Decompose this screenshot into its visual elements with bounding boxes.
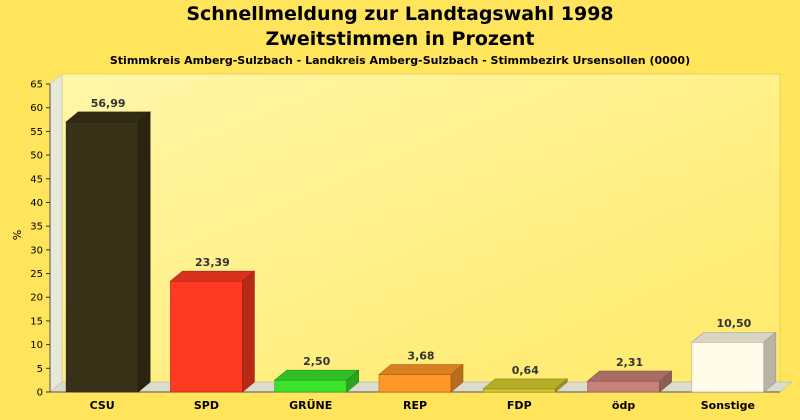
- chart-title: Schnellmeldung zur Landtagswahl 1998: [186, 3, 614, 25]
- bar-top: [586, 370, 673, 382]
- y-tick-label: 40: [30, 198, 43, 209]
- y-tick-label: 45: [30, 174, 43, 185]
- plot-back-wall: [61, 73, 781, 383]
- y-axis-label: %: [11, 230, 24, 240]
- bar-top: [482, 378, 569, 390]
- x-tick-label: GRÜNE: [289, 398, 332, 412]
- x-tick-label: Sonstige: [701, 399, 755, 412]
- bar-fdp: [482, 378, 569, 393]
- bar-front: [65, 121, 139, 393]
- y-tick-label: 10: [30, 340, 43, 351]
- y-tick-label: 30: [30, 245, 43, 256]
- chart-caption: Stimmkreis Amberg-Sulzbach - Landkreis A…: [109, 54, 691, 67]
- y-tick-label: 60: [30, 103, 43, 114]
- data-label: 56,99: [91, 97, 126, 110]
- y-tick-label: 20: [30, 293, 43, 304]
- bar-front: [378, 374, 452, 393]
- bar-side: [242, 270, 255, 393]
- bar-front: [691, 341, 765, 393]
- bar-front: [274, 379, 348, 393]
- bar-top: [273, 369, 360, 381]
- data-label: 3,68: [407, 350, 434, 363]
- x-tick-label: FDP: [507, 399, 532, 412]
- y-tick-label: 65: [30, 80, 43, 91]
- data-label: 2,50: [303, 355, 330, 368]
- bar-top: [65, 111, 151, 123]
- x-tick-label: CSU: [90, 399, 115, 412]
- y-tick-label: 15: [30, 316, 43, 327]
- bar-front: [482, 388, 556, 393]
- x-tick-label: REP: [403, 399, 427, 412]
- y-tick-label: 50: [30, 151, 43, 162]
- bar-top: [169, 270, 256, 282]
- data-label: 2,31: [616, 356, 643, 369]
- data-label: 10,50: [716, 317, 751, 330]
- bar-top: [691, 331, 777, 343]
- bar-front: [170, 280, 243, 393]
- bar-rep: [378, 363, 464, 393]
- bar-side: [346, 369, 360, 393]
- bar-side: [763, 331, 777, 393]
- y-tick-label: 35: [30, 222, 43, 233]
- y-tick-label: 25: [30, 269, 43, 280]
- bar-side: [137, 111, 151, 393]
- data-label: 23,39: [195, 256, 230, 269]
- x-tick-label: SPD: [194, 399, 219, 412]
- bar-ödp: [586, 370, 673, 393]
- bar-sonstige: [691, 331, 777, 393]
- plot-side-wall: [49, 73, 63, 393]
- y-tick-label: 0: [37, 388, 43, 399]
- bar-top: [378, 364, 464, 375]
- y-tick-label: 5: [37, 364, 43, 375]
- bar-side: [554, 378, 568, 393]
- data-label: 0,64: [512, 364, 539, 377]
- bar-grüne: [273, 369, 360, 393]
- bar-front: [587, 380, 660, 393]
- bar-csu: [65, 111, 151, 393]
- bar-spd: [169, 270, 256, 393]
- bar-side: [450, 363, 464, 393]
- bar-side: [659, 370, 672, 393]
- y-tick-label: 55: [30, 127, 43, 138]
- chart-subtitle: Zweitstimmen in Prozent: [265, 28, 535, 50]
- x-tick-label: ödp: [612, 399, 635, 412]
